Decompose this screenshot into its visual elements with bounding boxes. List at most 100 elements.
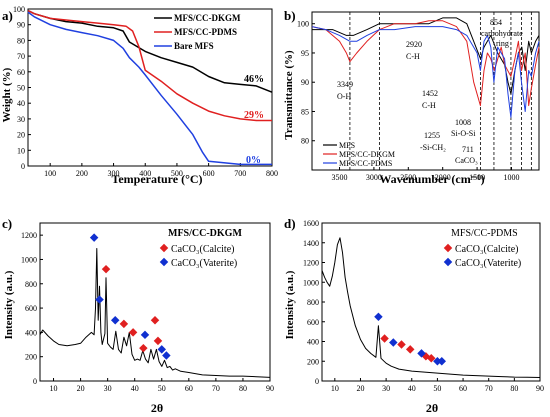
vaterite-marker xyxy=(437,357,447,366)
x-axis-label-a: Temperature (°C) xyxy=(111,172,202,186)
title-c: MFS/CC-DKGM xyxy=(168,228,242,239)
calcite-marker xyxy=(380,334,389,343)
x-axis-label-b: Wavenumber (cm⁻¹) xyxy=(379,172,484,186)
y-tick-label: 85 xyxy=(301,107,309,116)
calcite-marker xyxy=(101,264,111,274)
panel-b: b) 3500 3000 2500 2000 1500 1000 80 85 90 95 100 T… xyxy=(283,8,540,186)
y-tick-label: 200 xyxy=(25,353,37,362)
legend-d: CaCO₃(Calcite) CaCO₃(Vaterite) xyxy=(443,243,521,269)
y-tick-label: 60 xyxy=(17,68,25,77)
panel-d: d) 10 20 30 40 50 60 70 80 90 0 200 400 600 800 1000 12… xyxy=(284,216,544,415)
legend-b-item-3: MFS/CC-PDMS xyxy=(339,159,392,168)
x-tick-label: 80 xyxy=(510,384,518,393)
y-tick-label: 200 xyxy=(307,357,319,366)
y-tick-label: 1200 xyxy=(21,231,37,240)
x-tick-label: 3000 xyxy=(366,173,382,182)
legend-a: MFS/CC-DKGM MFS/CC-PDMS Bare MFS xyxy=(154,13,241,51)
y-tick-label: 40 xyxy=(17,99,25,108)
y-axis-label-a: Weight (%) xyxy=(1,67,13,122)
legend-a-item-3: Bare MFS xyxy=(174,41,214,51)
ann-1452-num: 1452 xyxy=(422,89,438,98)
y-tick-label: 100 xyxy=(13,5,25,14)
x-tick-label: 1000 xyxy=(503,173,519,182)
legend-b-item-2: MFS/CC-DKGM xyxy=(339,150,395,159)
vaterite-marker xyxy=(157,345,167,354)
x-tick-label: 90 xyxy=(266,384,274,393)
x-tick-label: 2500 xyxy=(400,173,416,182)
y-tick-label: 800 xyxy=(25,280,37,289)
legend-a-item-1: MFS/CC-DKGM xyxy=(174,13,241,23)
ann-711-label: CaCO₃ xyxy=(455,156,478,165)
x-tick-label: 200 xyxy=(76,169,88,178)
legend-d-item-2: CaCO₃(Vaterite) xyxy=(455,258,521,269)
panel-label-c: c) xyxy=(2,216,12,231)
x-tick-label: 90 xyxy=(536,384,544,393)
vaterite-marker xyxy=(95,295,104,304)
ir-series-1 xyxy=(311,20,540,107)
ann-1452-label: C-H xyxy=(422,101,436,110)
y-tick-label: 400 xyxy=(25,328,37,337)
ann-854-label: carbohydrate xyxy=(481,29,523,38)
y-tick-label: 400 xyxy=(307,338,319,347)
y-tick-label: 10 xyxy=(17,146,25,155)
x-tick-label: 50 xyxy=(158,384,166,393)
x-axis-label-d: 2θ xyxy=(426,401,438,415)
legend-b-item-1: MFS xyxy=(339,141,355,150)
legend-c: CaCO₃(Calcite) CaCO₃(Vaterite) xyxy=(159,243,237,269)
y-tick-label: 20 xyxy=(17,131,25,140)
x-tick-label: 70 xyxy=(485,384,493,393)
x-tick-label: 700 xyxy=(234,169,246,178)
y-tick-label: 80 xyxy=(301,137,309,146)
plot-c: 10 20 30 40 50 60 70 80 90 0 200 400 600 800 1000 1200 xyxy=(21,222,274,393)
y-tick-label: 800 xyxy=(307,298,319,307)
x-tick-label: 3500 xyxy=(332,173,348,182)
panel-a: a) 100 200 300 400 500 600 700 800 0 10 20 30 40 50 60… xyxy=(1,5,278,186)
ann-1255-num: 1255 xyxy=(424,131,440,140)
panel-label-d: d) xyxy=(284,216,296,231)
y-tick-label: 0 xyxy=(33,377,37,386)
y-tick-label: 1600 xyxy=(303,219,319,228)
calcite-marker xyxy=(150,315,160,325)
annotation-46: 46% xyxy=(244,74,264,85)
ann-2920-num: 2920 xyxy=(406,40,422,49)
x-tick-label: 500 xyxy=(171,169,183,178)
plot-frame xyxy=(39,222,271,382)
x-tick-label: 800 xyxy=(266,169,278,178)
plot-a: 100 200 300 400 500 600 700 800 0 10 20 30 40 50 60 70 8… xyxy=(13,5,278,178)
x-tick-label: 40 xyxy=(131,384,139,393)
legend-d-item-1: CaCO₃(Calcite) xyxy=(455,244,518,255)
calcite-marker xyxy=(128,328,138,337)
x-tick-label: 60 xyxy=(185,384,193,393)
vaterite-marker xyxy=(433,357,442,366)
vaterite-marker xyxy=(140,330,150,340)
x-tick-label: 50 xyxy=(433,384,441,393)
y-tick-label: 95 xyxy=(301,49,309,58)
ann-711-num: 711 xyxy=(462,145,474,154)
x-tick-label: 70 xyxy=(212,384,220,393)
x-tick-label: 20 xyxy=(77,384,85,393)
series-line-mfs-cc-pdms xyxy=(27,9,272,122)
y-tick-label: 100 xyxy=(297,20,309,29)
vaterite-marker xyxy=(89,233,99,242)
calcite-marker xyxy=(139,343,148,353)
plot-frame xyxy=(311,11,540,171)
y-tick-label: 0 xyxy=(21,162,25,171)
title-d: MFS/CC-PDMS xyxy=(451,228,518,239)
x-axis-label-c: 2θ xyxy=(151,401,163,415)
y-tick-label: 90 xyxy=(301,78,309,87)
x-tick-label: 20 xyxy=(356,384,364,393)
annotation-0: 0% xyxy=(246,155,261,166)
ann-1255-label: -Si-CH₂ xyxy=(420,143,446,152)
xrd-pattern xyxy=(39,248,271,378)
vaterite-marker xyxy=(110,315,120,325)
y-tick-label: 70 xyxy=(17,52,25,61)
ann-854-num: 854 xyxy=(490,18,502,27)
ir-annotations: 3349 O-H 2920 C-H 1452 C-H 1255 -Si-CH₂ … xyxy=(337,18,523,165)
x-tick-label: 600 xyxy=(203,169,215,178)
vaterite-marker xyxy=(417,349,426,358)
legend-a-item-2: MFS/CC-PDMS xyxy=(174,27,237,37)
ann-1008-num: 1008 xyxy=(455,118,471,127)
y-axis-label-d: Intensity (a.u.) xyxy=(284,270,296,339)
y-tick-label: 600 xyxy=(25,304,37,313)
